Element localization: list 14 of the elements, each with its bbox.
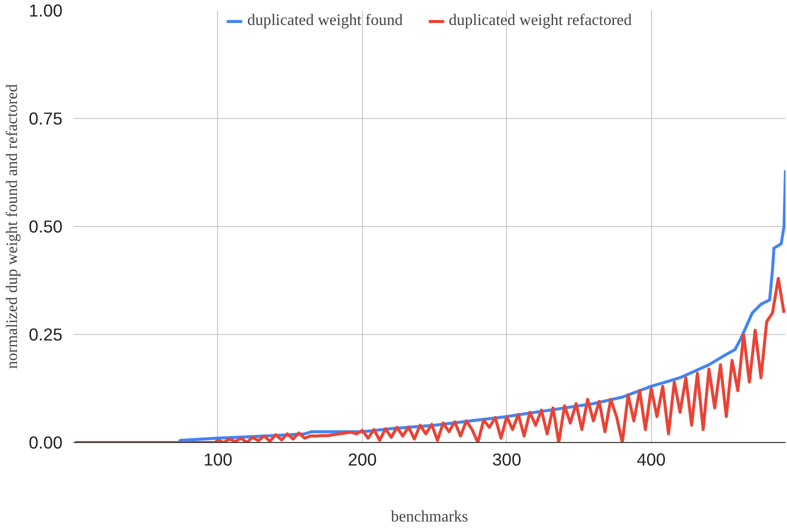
y-tick-label: 0.00 <box>28 432 63 452</box>
y-axis-title: normalized dup weight found and refactored <box>4 84 21 369</box>
y-tick-label: 0.25 <box>28 324 63 344</box>
x-tick-label: 400 <box>636 450 666 470</box>
line-series <box>74 276 786 442</box>
x-tick-label: 100 <box>203 450 232 470</box>
y-tick-label: 0.75 <box>28 108 63 128</box>
y-tick-label: 0.50 <box>28 216 63 236</box>
x-tick-label: 200 <box>348 450 377 470</box>
legend-label: duplicated weight found <box>247 12 403 30</box>
legend-label: duplicated weight refactored <box>448 12 632 30</box>
x-axis-title: benchmarks <box>390 508 468 526</box>
y-tick-label: 1.00 <box>28 0 63 20</box>
x-tick-label: 300 <box>492 450 522 470</box>
